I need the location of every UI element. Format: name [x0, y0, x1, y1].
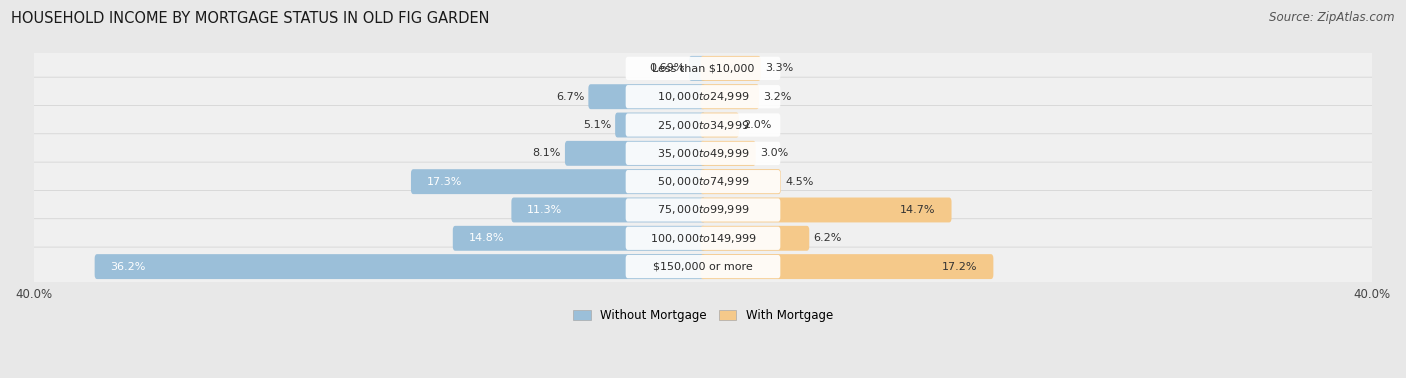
- FancyBboxPatch shape: [626, 142, 780, 165]
- Text: 36.2%: 36.2%: [111, 262, 146, 272]
- Text: 3.0%: 3.0%: [759, 148, 789, 158]
- Text: 5.1%: 5.1%: [582, 120, 612, 130]
- Text: $35,000 to $49,999: $35,000 to $49,999: [657, 147, 749, 160]
- FancyBboxPatch shape: [700, 198, 952, 222]
- FancyBboxPatch shape: [626, 198, 780, 222]
- Text: $150,000 or more: $150,000 or more: [654, 262, 752, 272]
- Text: 4.5%: 4.5%: [785, 177, 814, 187]
- FancyBboxPatch shape: [626, 113, 780, 136]
- Text: $25,000 to $34,999: $25,000 to $34,999: [657, 119, 749, 132]
- Text: $50,000 to $74,999: $50,000 to $74,999: [657, 175, 749, 188]
- FancyBboxPatch shape: [411, 169, 706, 194]
- FancyBboxPatch shape: [700, 113, 740, 138]
- Text: $100,000 to $149,999: $100,000 to $149,999: [650, 232, 756, 245]
- Text: $10,000 to $24,999: $10,000 to $24,999: [657, 90, 749, 103]
- Text: 14.8%: 14.8%: [468, 233, 505, 243]
- FancyBboxPatch shape: [588, 84, 706, 109]
- FancyBboxPatch shape: [94, 254, 706, 279]
- FancyBboxPatch shape: [626, 227, 780, 250]
- Legend: Without Mortgage, With Mortgage: Without Mortgage, With Mortgage: [568, 304, 838, 327]
- FancyBboxPatch shape: [689, 56, 706, 81]
- FancyBboxPatch shape: [565, 141, 706, 166]
- FancyBboxPatch shape: [626, 85, 780, 108]
- Text: 3.2%: 3.2%: [763, 92, 792, 102]
- FancyBboxPatch shape: [453, 226, 706, 251]
- Text: 0.69%: 0.69%: [650, 64, 685, 73]
- Text: 17.2%: 17.2%: [942, 262, 977, 272]
- Text: 6.7%: 6.7%: [555, 92, 583, 102]
- FancyBboxPatch shape: [700, 169, 780, 194]
- FancyBboxPatch shape: [28, 191, 1378, 229]
- Text: Source: ZipAtlas.com: Source: ZipAtlas.com: [1270, 11, 1395, 24]
- Text: 17.3%: 17.3%: [427, 177, 463, 187]
- FancyBboxPatch shape: [626, 255, 780, 278]
- FancyBboxPatch shape: [28, 134, 1378, 173]
- Text: 3.3%: 3.3%: [765, 64, 793, 73]
- Text: $75,000 to $99,999: $75,000 to $99,999: [657, 203, 749, 217]
- FancyBboxPatch shape: [700, 141, 755, 166]
- Text: 2.0%: 2.0%: [744, 120, 772, 130]
- Text: 11.3%: 11.3%: [527, 205, 562, 215]
- FancyBboxPatch shape: [626, 57, 780, 80]
- FancyBboxPatch shape: [700, 56, 761, 81]
- FancyBboxPatch shape: [616, 113, 706, 138]
- Text: Less than $10,000: Less than $10,000: [652, 64, 754, 73]
- FancyBboxPatch shape: [28, 105, 1378, 144]
- FancyBboxPatch shape: [700, 84, 759, 109]
- FancyBboxPatch shape: [28, 219, 1378, 258]
- Text: 8.1%: 8.1%: [533, 148, 561, 158]
- Text: 6.2%: 6.2%: [814, 233, 842, 243]
- FancyBboxPatch shape: [512, 198, 706, 222]
- Text: HOUSEHOLD INCOME BY MORTGAGE STATUS IN OLD FIG GARDEN: HOUSEHOLD INCOME BY MORTGAGE STATUS IN O…: [11, 11, 489, 26]
- FancyBboxPatch shape: [626, 170, 780, 193]
- FancyBboxPatch shape: [28, 49, 1378, 88]
- Text: 14.7%: 14.7%: [900, 205, 935, 215]
- FancyBboxPatch shape: [700, 254, 994, 279]
- FancyBboxPatch shape: [28, 77, 1378, 116]
- FancyBboxPatch shape: [28, 247, 1378, 286]
- FancyBboxPatch shape: [28, 162, 1378, 201]
- FancyBboxPatch shape: [700, 226, 810, 251]
